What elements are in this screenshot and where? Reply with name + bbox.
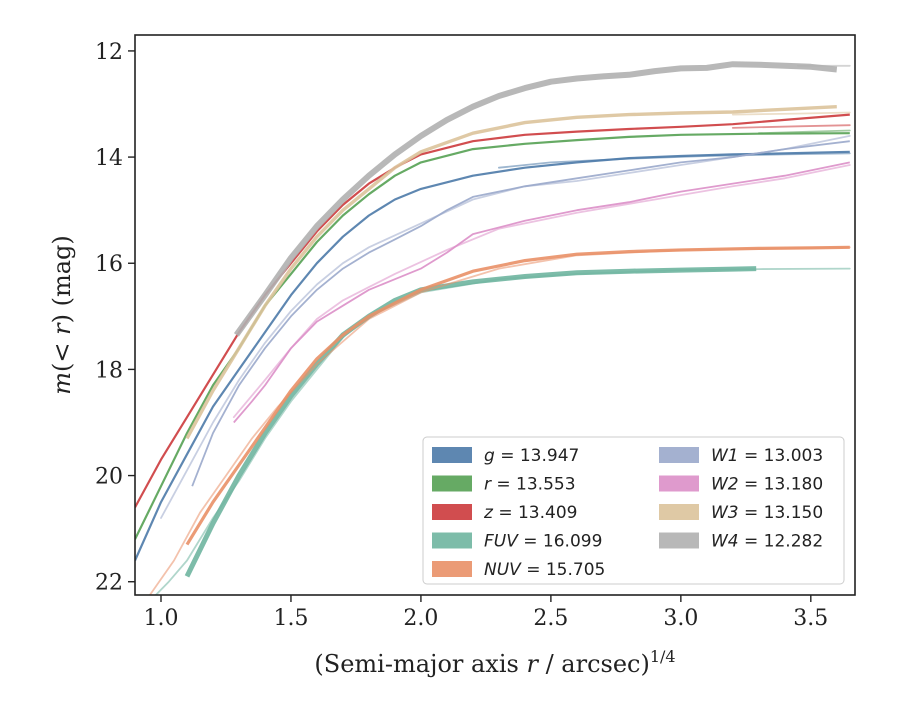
x-tick-label: 2.5 — [533, 606, 568, 631]
legend-entry-r: r = 13.553 — [432, 475, 576, 495]
y-tick-label: 20 — [95, 465, 123, 490]
y-tick-label: 16 — [95, 252, 123, 277]
legend-label-r: r = 13.553 — [484, 475, 576, 495]
series-nuv-line — [185, 245, 850, 546]
legend-band-value: = 12.282 — [739, 532, 824, 552]
legend-label-g: g = 13.947 — [484, 446, 579, 466]
y-tick-label: 14 — [95, 146, 123, 171]
series-z-secondary-line — [731, 124, 851, 129]
legend-band-value: = 15.705 — [521, 560, 606, 580]
y-tick-label: 22 — [95, 571, 123, 596]
series-r-line — [135, 132, 850, 540]
legend-band-value: = 13.409 — [493, 503, 578, 523]
legend-band-value: = 13.150 — [739, 503, 824, 523]
legend-swatch-fuv — [432, 532, 472, 549]
legend-swatch-z — [432, 504, 472, 520]
series-fuv-line — [184, 266, 757, 578]
x-tick-label: 3.0 — [663, 606, 698, 631]
series-g-line — [135, 150, 850, 561]
series-w3-secondary-line — [731, 111, 851, 116]
legend-entry-w2: W2 = 13.180 — [659, 475, 823, 495]
x-axis-label: (Semi-major axis r / arcsec)1/4 — [314, 647, 675, 678]
legend-label-w2: W2 = 13.180 — [711, 475, 823, 495]
legend-label-w3: W3 = 13.150 — [711, 503, 823, 523]
legend-entry-w4: W4 = 12.282 — [659, 532, 823, 552]
y-axis-label: m(< r) (mag) — [48, 235, 76, 395]
legend-label-nuv: NUV = 15.705 — [484, 560, 605, 580]
legend-band-value: = 16.099 — [518, 532, 603, 552]
plot-frame — [134, 34, 856, 596]
x-tick-label: 3.5 — [793, 606, 828, 631]
legend-swatch-nuv — [432, 561, 472, 577]
axes-layer: 1.0 1.5 2.0 2.5 3.0 3.5 12 14 16 18 20 22 — [95, 34, 856, 631]
legend-swatch-w4 — [659, 532, 699, 549]
legend-entry-nuv: NUV = 15.705 — [432, 560, 605, 580]
legend-band-name: FUV — [484, 532, 519, 552]
legend-band-value: = 13.947 — [495, 446, 580, 466]
series-z-line — [135, 113, 850, 508]
legend-band-name: z — [483, 503, 494, 523]
series-w1-line — [191, 140, 850, 487]
legend-swatch-w3 — [659, 504, 699, 520]
legend-swatch-r — [432, 475, 472, 492]
y-tick-label: 18 — [95, 358, 123, 383]
legend-label-w4: W4 = 12.282 — [711, 532, 823, 552]
x-tick-label: 1.0 — [143, 606, 178, 631]
legend-box — [422, 436, 845, 585]
series-w1-secondary-line — [160, 135, 851, 519]
y-tick-label: 12 — [95, 40, 123, 65]
legend-swatch-g — [432, 447, 472, 463]
series-w2-secondary-line — [232, 164, 851, 419]
legend-swatch-w1 — [659, 447, 699, 463]
legend-band-value: = 13.553 — [491, 475, 576, 495]
legend-band-value: = 13.180 — [739, 475, 824, 495]
legend-label-w1: W1 = 13.003 — [711, 446, 823, 466]
legend-entry-w3: W3 = 13.150 — [659, 503, 823, 523]
legend-label-z: z = 13.409 — [483, 503, 577, 523]
series-w2-line — [233, 161, 850, 424]
legend-band-name: W4 — [711, 532, 739, 552]
legend-entry-g: g = 13.947 — [432, 446, 579, 466]
legend-band-name: W3 — [711, 503, 739, 523]
series-layer — [135, 61, 851, 595]
labels-layer: (Semi-major axis r / arcsec)1/4 m(< r) (… — [48, 235, 676, 678]
x-tick-label: 2.0 — [403, 606, 438, 631]
legend-band-name: g — [484, 446, 495, 466]
series-w4-line — [233, 61, 838, 337]
legend-band-name: NUV — [484, 560, 522, 580]
legend-label-fuv: FUV = 16.099 — [484, 532, 602, 552]
legend-swatch-w2 — [659, 475, 699, 492]
series-w3-line — [185, 105, 837, 440]
legend-entry-z: z = 13.409 — [432, 503, 577, 523]
legend-band-name: r — [484, 475, 492, 495]
legend-entry-fuv: FUV = 16.099 — [432, 532, 602, 552]
legend-band-name: W2 — [711, 475, 739, 495]
legend-entry-w1: W1 = 13.003 — [659, 446, 823, 466]
x-tick-label: 1.5 — [273, 606, 308, 631]
legend-band-value: = 13.003 — [739, 446, 824, 466]
legend-band-name: W1 — [711, 446, 739, 466]
